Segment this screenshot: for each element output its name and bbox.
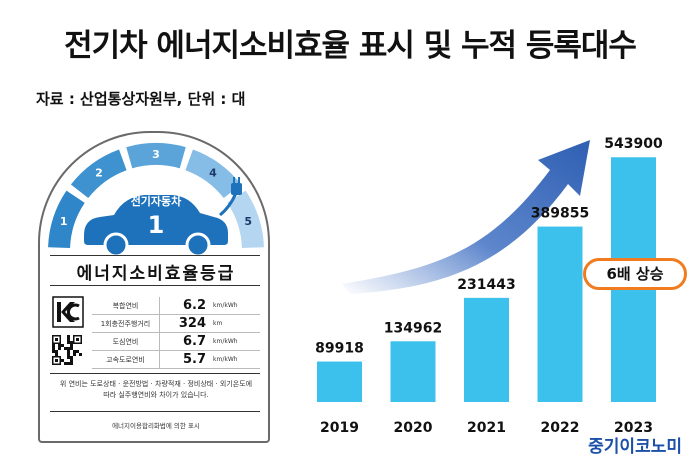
growth-arrow <box>342 140 590 294</box>
source-note: 자료 : 산업통상자원부, 단위 : 대 <box>36 90 246 108</box>
brand-logo: 중기이코노미 <box>588 437 682 457</box>
divider <box>50 373 260 374</box>
spec-row: 복합연비 6.2 km/kWh <box>92 297 260 315</box>
fuel-note: 위 연비는 도로상태 · 운전방법 · 차량적재 · 정비상태 · 외기온도에 … <box>59 380 253 399</box>
x-tick-label: 2022 <box>541 420 580 436</box>
gauge-segment <box>126 143 186 169</box>
efficiency-label-card: 1 2 3 4 5 전기자동차 1 에너지소비효율등급 복합연비 6.2 km/kWh … <box>38 131 270 443</box>
spec-row: 도심연비 6.7 km/kWh <box>92 333 260 351</box>
x-tick-label: 2020 <box>394 420 433 436</box>
page-title: 전기차 에너지소비효율 표시 및 누적 등록대수 <box>64 28 637 64</box>
spec-row: 고속도로연비 5.7 km/kWh <box>92 351 260 369</box>
bar-value-label: 389855 <box>531 206 589 222</box>
gauge-number: 1 <box>60 215 68 228</box>
spec-table: 복합연비 6.2 km/kWh 1회충전주행거리 324 km 도심연비 6.7… <box>92 297 260 369</box>
grade-gauge: 1 2 3 4 5 전기자동차 1 <box>48 143 264 258</box>
electric-car-icon <box>84 177 242 258</box>
qr-code-icon <box>52 335 82 365</box>
gauge-segment <box>48 190 85 248</box>
gauge-segment <box>227 190 264 248</box>
bar <box>390 341 436 402</box>
x-tick-label: 2021 <box>467 420 506 436</box>
gauge-number: 2 <box>95 167 103 180</box>
car-caption: 전기자동차 <box>131 194 182 208</box>
gauge-segment <box>70 149 127 199</box>
bar-value-label: 543900 <box>604 136 663 152</box>
growth-annotation-badge: 6배 상승 <box>583 258 687 290</box>
spec-row: 1회충전주행거리 324 km <box>92 315 260 333</box>
bar-value-label: 89918 <box>315 341 364 357</box>
gauge-number: 4 <box>209 167 217 180</box>
bar <box>317 361 362 402</box>
divider <box>50 255 260 256</box>
gauge-segment <box>185 149 242 199</box>
car-grade: 1 <box>148 211 165 239</box>
x-tick-label: 2023 <box>614 420 653 436</box>
bar-value-label: 134962 <box>384 320 442 336</box>
law-note: 에너지이용합리화법에 의한 표시 <box>112 422 200 430</box>
bar <box>464 297 509 402</box>
divider <box>50 411 260 412</box>
x-tick-label: 2019 <box>320 420 359 436</box>
bar <box>537 226 583 402</box>
grade-title: 에너지소비효율등급 <box>76 264 236 284</box>
bar-value-label: 231443 <box>457 277 515 293</box>
divider <box>50 285 260 286</box>
gauge-number: 5 <box>244 215 252 228</box>
gauge-number: 3 <box>152 148 160 161</box>
kc-mark-icon <box>52 296 84 328</box>
